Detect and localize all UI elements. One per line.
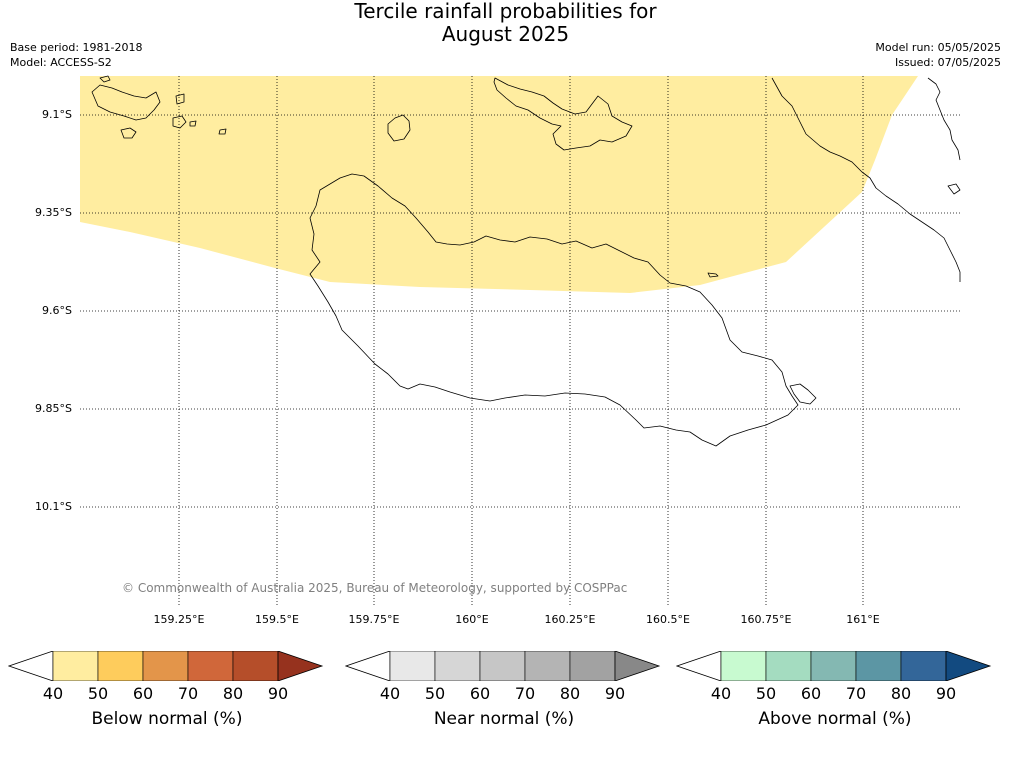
colorbar-segment xyxy=(52,651,99,681)
guadalcanal-coastline xyxy=(309,173,799,447)
colorbar-extend-high xyxy=(945,651,992,681)
colorbar-segment xyxy=(232,651,279,681)
colorbar-tick-label: 40 xyxy=(710,684,732,703)
issued-text: Issued: 07/05/2025 xyxy=(894,56,1001,69)
marau-islets-coastline xyxy=(947,183,961,195)
colorbar-segment xyxy=(855,651,902,681)
colorbar-segment xyxy=(187,651,234,681)
colorbar-extend-low xyxy=(676,651,722,681)
model-text: Model: ACCESS-S2 xyxy=(10,56,112,69)
colorbar-tick-label: 50 xyxy=(424,684,446,703)
meta-left: Base period: 1981-2018 Model: ACCESS-S2 xyxy=(10,40,142,70)
near-normal-colorbar xyxy=(345,651,661,681)
colorbar-tick-label: 90 xyxy=(935,684,957,703)
title-line-1: Tercile rainfall probabilities for xyxy=(354,0,657,23)
lat-label: 9.85°S xyxy=(35,402,72,415)
lat-label: 9.6°S xyxy=(42,304,72,317)
colorbar-segment xyxy=(569,651,616,681)
colorbar-tick-label: 70 xyxy=(514,684,536,703)
coastlines xyxy=(91,75,961,447)
graticule xyxy=(80,76,960,605)
colorbar-tick-label: 60 xyxy=(800,684,822,703)
colorbar-segment xyxy=(524,651,571,681)
below-normal-title: Below normal (%) xyxy=(91,709,243,729)
colorbar-tick-label: 70 xyxy=(845,684,867,703)
lon-label: 160.5°E xyxy=(646,613,690,626)
colorbar-extend-high xyxy=(614,651,661,681)
colorbar-segment xyxy=(765,651,812,681)
colorbar-extend-low xyxy=(8,651,54,681)
russell-islands-coastline xyxy=(91,84,161,121)
colorbar-tick-label: 50 xyxy=(87,684,109,703)
colorbar-tick-label: 70 xyxy=(177,684,199,703)
title-line-2: August 2025 xyxy=(441,22,570,46)
colorbar-tick-label: 90 xyxy=(267,684,289,703)
savo-island-coastline xyxy=(387,114,411,142)
base-period-text: Base period: 1981-2018 xyxy=(10,41,143,54)
below-normal-colorbar xyxy=(8,651,324,681)
colorbar-segment xyxy=(720,651,767,681)
lon-label: 159.75°E xyxy=(348,613,400,626)
lat-label: 9.1°S xyxy=(42,108,72,121)
russell-islet-coastline xyxy=(175,93,185,105)
colorbar-segment xyxy=(810,651,857,681)
below-normal-shaded-region xyxy=(80,76,918,293)
russell-islet-coastline xyxy=(189,120,197,127)
islet-coastline xyxy=(707,272,719,278)
colorbar-tick-label: 40 xyxy=(379,684,401,703)
colorbar-tick-label: 80 xyxy=(890,684,912,703)
colorbar-tick-label: 80 xyxy=(559,684,581,703)
model-run-text: Model run: 05/05/2025 xyxy=(875,41,1001,54)
colorbar-tick-label: 90 xyxy=(604,684,626,703)
lat-label: 10.1°S xyxy=(35,500,72,513)
colorbar-tick-label: 80 xyxy=(222,684,244,703)
lon-label: 160°E xyxy=(455,613,489,626)
colorbar-segment xyxy=(479,651,526,681)
malaita-coastline xyxy=(927,77,961,161)
above-normal-title: Above normal (%) xyxy=(758,709,912,729)
colorbar-segment xyxy=(142,651,189,681)
russell-islet-coastline xyxy=(99,75,111,83)
colorbar-tick-label: 50 xyxy=(755,684,777,703)
russell-islet-coastline xyxy=(218,128,227,135)
colorbar-segment xyxy=(900,651,947,681)
above-normal-colorbar xyxy=(676,651,992,681)
colorbar-extend-low xyxy=(345,651,391,681)
map-title: Tercile rainfall probabilities for Augus… xyxy=(0,0,1011,46)
lon-label: 159.5°E xyxy=(255,613,299,626)
colorbar-segment xyxy=(389,651,436,681)
russell-islet-coastline xyxy=(172,115,187,129)
malaita-coastline xyxy=(771,77,961,282)
lon-label: 160.25°E xyxy=(544,613,596,626)
lon-label: 159.25°E xyxy=(153,613,205,626)
colorbar-segment xyxy=(97,651,144,681)
colorbar-tick-label: 60 xyxy=(469,684,491,703)
colorbar-segment xyxy=(434,651,481,681)
lat-label: 9.35°S xyxy=(35,206,72,219)
colorbar-extend-high xyxy=(277,651,324,681)
near-normal-title: Near normal (%) xyxy=(433,709,575,729)
colorbar-tick-label: 60 xyxy=(132,684,154,703)
lon-label: 161°E xyxy=(846,613,880,626)
map-canvas xyxy=(80,75,961,605)
meta-right: Model run: 05/05/2025 Issued: 07/05/2025 xyxy=(875,40,1001,70)
lon-label: 160.75°E xyxy=(740,613,792,626)
russell-islet-coastline xyxy=(120,127,137,139)
marau-islets-coastline xyxy=(789,383,817,405)
copyright-text: © Commonwealth of Australia 2025, Bureau… xyxy=(122,581,628,595)
florida-islands-coastline xyxy=(493,77,633,151)
colorbar-tick-label: 40 xyxy=(42,684,64,703)
